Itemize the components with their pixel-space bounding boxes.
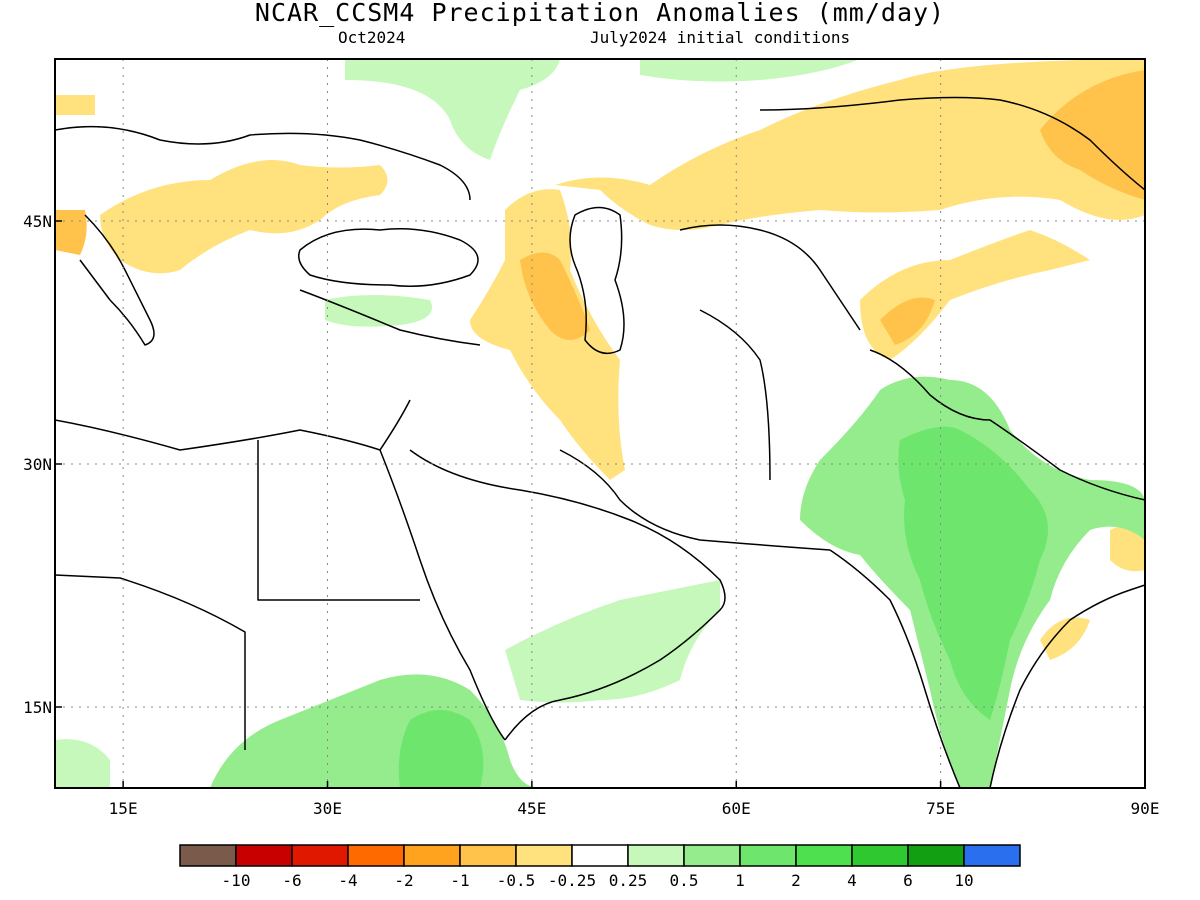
colorbar-swatch: [907, 844, 965, 867]
coastline-italy: [79, 214, 155, 346]
colorbar-swatch: [627, 844, 685, 867]
dry-anomaly-zagros: [520, 252, 590, 340]
map-frame: [54, 58, 1146, 789]
africa-interior-border: [55, 440, 420, 750]
india-east-coast: [989, 584, 1145, 788]
colorbar-swatch: [963, 844, 1021, 867]
colorbar-label: -0.25: [548, 871, 596, 890]
colorbar-label: -6: [282, 871, 301, 890]
black-sea-outline: [298, 228, 479, 287]
colorbar-label: 1: [735, 871, 745, 890]
colorbar-swatch: [179, 844, 237, 867]
colorbar-label: 6: [903, 871, 913, 890]
colorbar-label: -1: [450, 871, 469, 890]
lon-tick-label: 45E: [517, 799, 546, 818]
arabia-east-coast: [409, 449, 726, 741]
lon-tick-label: 60E: [722, 799, 751, 818]
lon-tick-label: 30E: [313, 799, 342, 818]
himalaya-border: [869, 349, 1145, 501]
wet-anomaly-west-africa: [55, 739, 110, 788]
lon-tick-label: 90E: [1131, 799, 1160, 818]
gridlines: [55, 59, 1145, 788]
wet-anomaly-north-east: [640, 59, 860, 82]
colorbar-label: -0.5: [497, 871, 536, 890]
longitude-labels: 15E 30E 45E 60E 75E 90E: [109, 781, 1160, 818]
lat-tick-label: 45N: [23, 212, 52, 231]
colorbar-swatch: [459, 844, 517, 867]
persian-gulf: [559, 449, 831, 551]
colorbar-label: 0.25: [609, 871, 648, 890]
mediterranean-south-coast: [55, 399, 411, 451]
dry-anomaly-balkans: [100, 160, 388, 274]
dry-anomaly-central-asia: [555, 59, 1145, 230]
dry-anomaly-caucasus-iran: [470, 189, 625, 480]
colorbar-swatch: [347, 844, 405, 867]
wet-anomaly-turkey: [325, 295, 432, 327]
wet-anomaly-north: [345, 59, 560, 160]
dry-anomaly-himalaya: [880, 297, 935, 345]
dry-anomaly-europe-west: [55, 95, 95, 115]
colorbar-label: 4: [847, 871, 857, 890]
wet-anomaly-arabian-sea: [505, 580, 720, 703]
anomaly-shading: [55, 59, 1145, 788]
coastline-europe: [55, 125, 471, 201]
india-west-coast: [829, 549, 961, 788]
colorbar-swatch: [235, 844, 293, 867]
colorbar-label: 2: [791, 871, 801, 890]
colorbar-swatch: [795, 844, 853, 867]
colorbar-swatch: [739, 844, 797, 867]
initial-conditions: July2024 initial conditions: [590, 28, 851, 47]
red-sea-coast: [379, 449, 506, 741]
lat-tick-label: 15N: [23, 698, 52, 717]
dry-anomaly-bay-bengal: [1040, 617, 1090, 660]
colorbar-label: 0.5: [670, 871, 699, 890]
colorbar-swatch: [515, 844, 573, 867]
forecast-month: Oct2024: [338, 28, 406, 47]
lon-tick-label: 75E: [926, 799, 955, 818]
colorbar-label: -4: [338, 871, 357, 890]
lat-tick-label: 30N: [23, 455, 52, 474]
colorbar-swatch: [683, 844, 741, 867]
central-asia-border: [679, 224, 861, 481]
colorbar-swatch: [571, 844, 629, 867]
latitude-labels: 45N 30N 15N: [23, 212, 62, 717]
colorbar-swatch: [851, 844, 909, 867]
colorbar-label: 10: [954, 871, 973, 890]
dry-anomaly-bangladesh: [1110, 525, 1145, 572]
colorbar-swatch: [291, 844, 349, 867]
colorbar-labels: -10 -6 -4 -2 -1 -0.5 -0.25 0.25 0.5 1 2 4 6 10: [222, 871, 974, 890]
country-borders: [55, 96, 1145, 788]
map-title: NCAR_CCSM4 Precipitation Anomalies (mm/d…: [254, 0, 946, 27]
caspian-outline: [569, 206, 625, 355]
colorbar-label: -10: [222, 871, 251, 890]
turkey-coast: [299, 289, 481, 346]
colorbar-swatch: [403, 844, 461, 867]
colorbar-boxes: [179, 844, 1021, 867]
colorbar-label: -2: [394, 871, 413, 890]
dry-anomaly-italy: [55, 210, 87, 255]
china-north-border: [759, 96, 1145, 191]
wet-anomaly-india-core: [898, 426, 1048, 720]
lon-tick-label: 15E: [109, 799, 138, 818]
wet-anomaly-ethiopia: [398, 710, 484, 788]
